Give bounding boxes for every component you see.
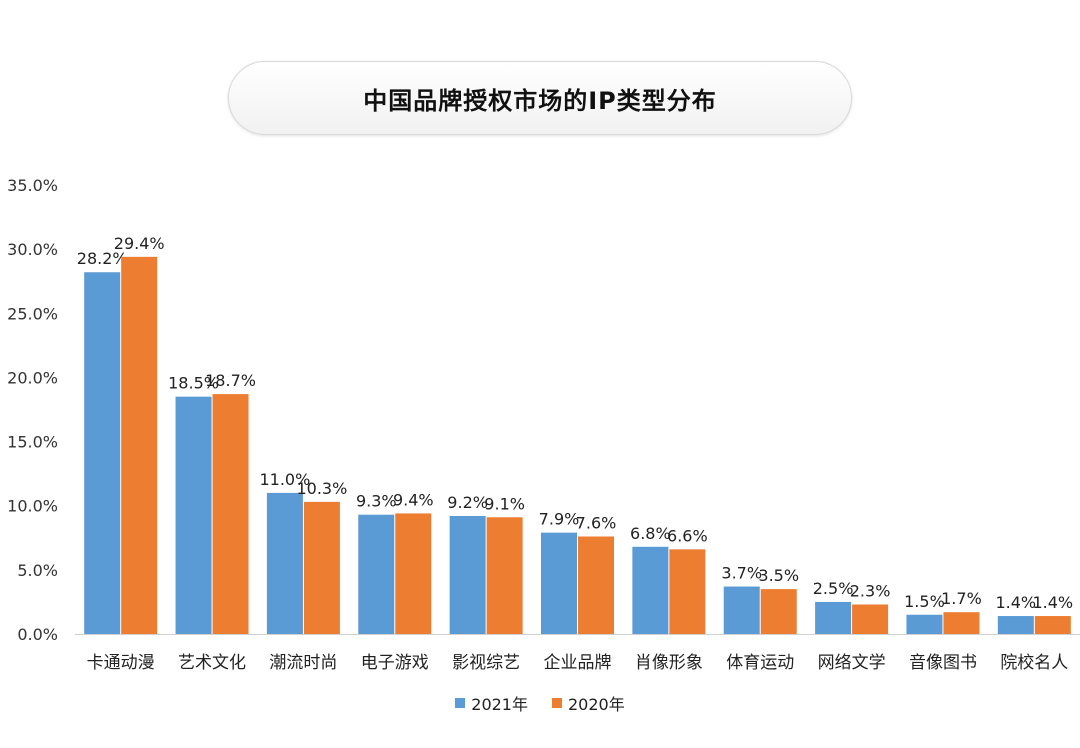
bar-2021 (632, 546, 669, 634)
y-tick-label: 0.0% (17, 625, 58, 644)
bar-2021 (997, 616, 1034, 634)
x-tick-label: 企业品牌 (544, 653, 612, 673)
bar-2021 (266, 492, 303, 634)
data-label: 7.6% (576, 514, 617, 533)
data-label: 2.5% (813, 579, 854, 598)
bar-2021 (84, 272, 121, 634)
chart-title: 中国品牌授权市场的IP类型分布 (363, 86, 717, 115)
legend-swatch-2020 (552, 698, 562, 708)
legend: 2021年 2020年 (0, 690, 1080, 716)
x-tick-label: 网络文学 (818, 653, 886, 673)
data-label: 29.4% (114, 234, 165, 253)
bar-2021 (175, 396, 212, 634)
x-tick-label: 电子游戏 (361, 653, 429, 673)
data-label: 1.7% (941, 589, 982, 608)
data-label: 9.2% (447, 493, 488, 512)
data-label: 1.4% (995, 593, 1036, 612)
x-tick-label: 肖像形象 (635, 653, 703, 673)
bar-2021 (815, 601, 852, 634)
x-tick-label: 影视综艺 (452, 653, 520, 673)
x-tick-label: 音像图书 (909, 653, 977, 673)
bar-chart: 0.0% 5.0% 10.0% 15.0% 20.0% 25.0% 30.0% 35.0% 28… (7, 176, 1080, 673)
x-tick-label: 卡通动漫 (87, 653, 155, 673)
legend-label-2020: 2020年 (568, 695, 625, 714)
chart-title-box: 中国品牌授权市场的IP类型分布 (228, 61, 852, 135)
bar-2020 (943, 612, 980, 634)
legend-item-2020: 2020年 (552, 691, 625, 715)
y-tick-label: 25.0% (7, 304, 58, 323)
bar-2020 (303, 501, 340, 634)
data-label: 28.2% (77, 249, 128, 268)
bar-2021 (541, 532, 577, 634)
x-tick-label: 体育运动 (726, 653, 794, 673)
bar-2021 (906, 614, 943, 634)
bar-2020 (486, 517, 523, 634)
data-label: 18.7% (205, 371, 256, 390)
bar-2020 (669, 549, 706, 634)
data-label: 1.4% (1032, 593, 1073, 612)
bar-2021 (723, 586, 760, 634)
data-label: 9.3% (356, 492, 397, 511)
data-label: 10.3% (296, 479, 347, 498)
bar-2021 (449, 515, 486, 634)
legend-swatch-2021 (455, 698, 466, 708)
data-label: 7.9% (539, 510, 580, 529)
data-label: 3.7% (721, 564, 762, 583)
bar-2020 (212, 394, 249, 634)
data-label: 9.4% (393, 490, 434, 509)
data-label: 18.5% (168, 374, 219, 393)
data-label: 6.6% (667, 526, 708, 545)
data-label: 3.5% (758, 566, 799, 585)
y-tick-label: 20.0% (7, 368, 58, 387)
bar-2020 (578, 536, 614, 634)
data-label: 9.1% (484, 494, 525, 513)
data-label: 1.5% (904, 592, 945, 611)
bar-2020 (760, 589, 797, 634)
x-tick-label: 院校名人 (1000, 653, 1068, 673)
y-tick-label: 5.0% (17, 561, 58, 580)
y-tick-label: 15.0% (7, 433, 58, 452)
data-label: 2.3% (850, 581, 891, 600)
data-label: 6.8% (630, 524, 671, 543)
y-tick-label: 10.0% (7, 497, 58, 516)
legend-label-2021: 2021年 (471, 695, 528, 714)
bar-2020 (395, 513, 432, 634)
bar-2020 (121, 256, 158, 634)
y-tick-label: 35.0% (7, 176, 58, 195)
bar-2020 (852, 604, 889, 634)
bar-2021 (358, 514, 395, 634)
x-tick-label: 潮流时尚 (269, 653, 337, 673)
x-tick-label: 艺术文化 (178, 653, 246, 673)
y-tick-label: 30.0% (7, 240, 58, 259)
bar-2020 (1034, 616, 1071, 634)
legend-item-2021: 2021年 (455, 691, 528, 715)
data-label: 11.0% (259, 470, 310, 489)
